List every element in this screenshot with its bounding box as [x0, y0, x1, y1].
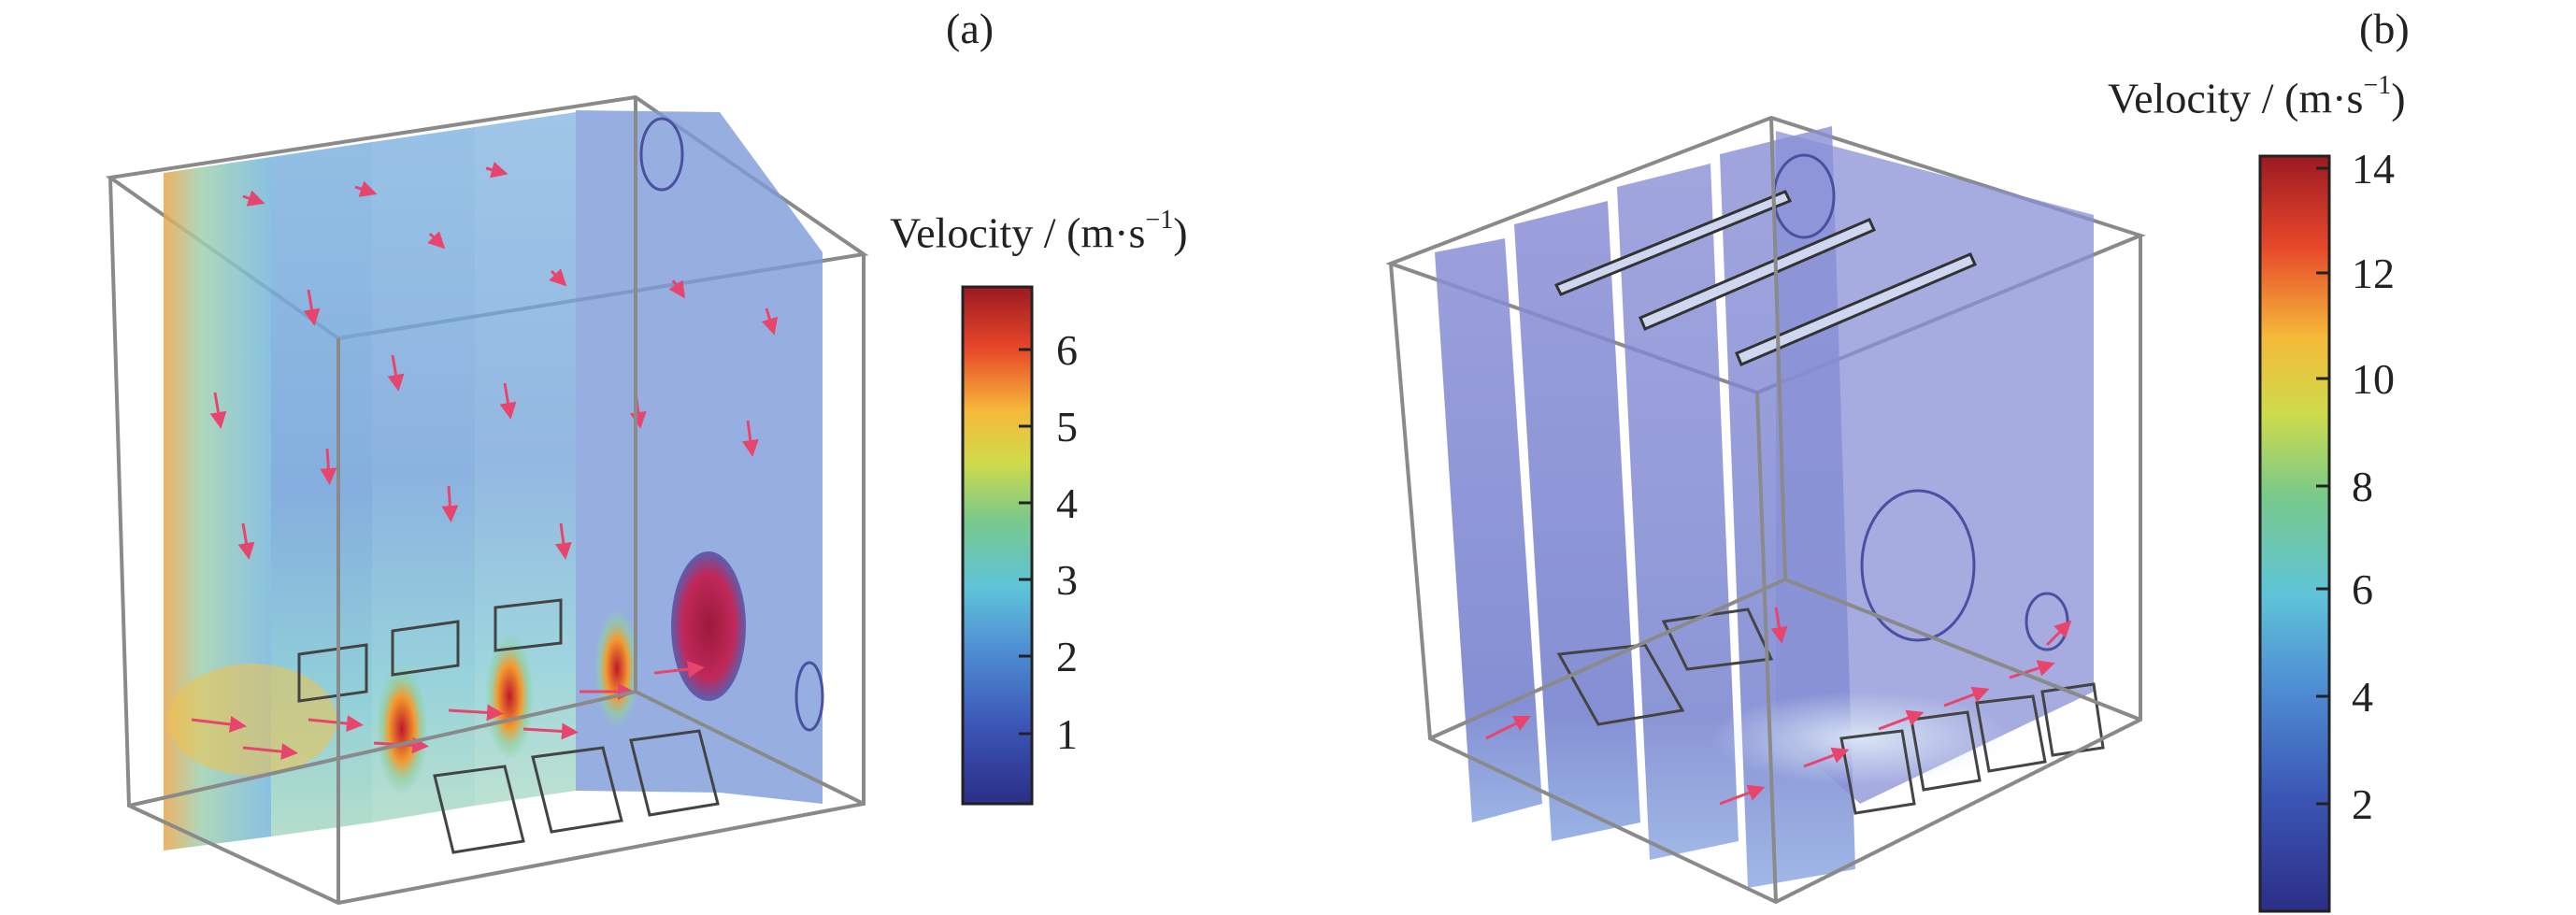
outlet-circle-a1 — [639, 117, 684, 192]
velocity-arrows-b — [1485, 607, 2072, 806]
colorbar-a-tick-label: 3 — [1056, 556, 1078, 604]
jet-hotspot-a2 — [485, 633, 534, 760]
colorbar-a-tick-label: 6 — [1056, 326, 1078, 374]
velocity-slice-b2 — [1514, 201, 1640, 841]
colorbar-a-tick-label: 2 — [1056, 633, 1078, 680]
colorbar-b-title: Velocity / (m·s−1) — [2108, 71, 2406, 122]
colorbar-a — [961, 285, 1034, 806]
domain-frame-front-a — [108, 97, 866, 906]
colorbar-a-tick-label: 5 — [1056, 403, 1078, 450]
colorbar-b-tick-label: 14 — [2352, 145, 2395, 193]
colorbar-b-tick-label: 10 — [2352, 355, 2395, 403]
jet-hotspot-a1 — [376, 664, 428, 794]
colorbar-a-tick-label: 4 — [1056, 479, 1078, 527]
colorbar-b-tick-label: 4 — [2352, 673, 2373, 721]
duct-outlines-a — [297, 598, 720, 854]
colorbar-b-ticks — [2316, 166, 2329, 806]
duct-outlines-b — [1556, 608, 2105, 815]
panel-b-model — [1385, 115, 2146, 905]
colorbar-a-tick-label: 1 — [1056, 710, 1078, 758]
domain-frame-front-b — [1389, 117, 2142, 905]
jet-hotspot-a3 — [594, 608, 639, 728]
colorbar-b-tick-label: 6 — [2352, 565, 2373, 613]
velocity-slice-b5 — [1776, 131, 2094, 804]
colorbar-a-title: Velocity / (m·s−1) — [890, 206, 1188, 257]
colorbar-b-tick-label: 2 — [2352, 780, 2373, 828]
panel-a-model — [105, 94, 869, 906]
flow-glow-b — [1710, 692, 2010, 785]
velocity-slice-a3 — [372, 127, 475, 822]
colorbar-a-ticks — [1019, 348, 1032, 736]
outlet-circle-b2 — [1860, 489, 1976, 642]
velocity-slice-b3 — [1617, 164, 1739, 860]
injector-tubes-b — [1553, 190, 1978, 366]
outlet-circle-a2 — [794, 661, 824, 732]
velocity-slice-a2 — [271, 142, 372, 836]
colorbar-b-tick-label: 8 — [2352, 463, 2373, 510]
panel-label-b: (b) — [2359, 5, 2410, 52]
velocity-slice-b1 — [1435, 238, 1542, 822]
colorbar-b-tick-label: 12 — [2352, 250, 2395, 297]
panel-label-a: (a) — [946, 5, 995, 52]
colorbar-b — [2258, 154, 2331, 913]
outlet-hotspot-a — [671, 551, 746, 701]
